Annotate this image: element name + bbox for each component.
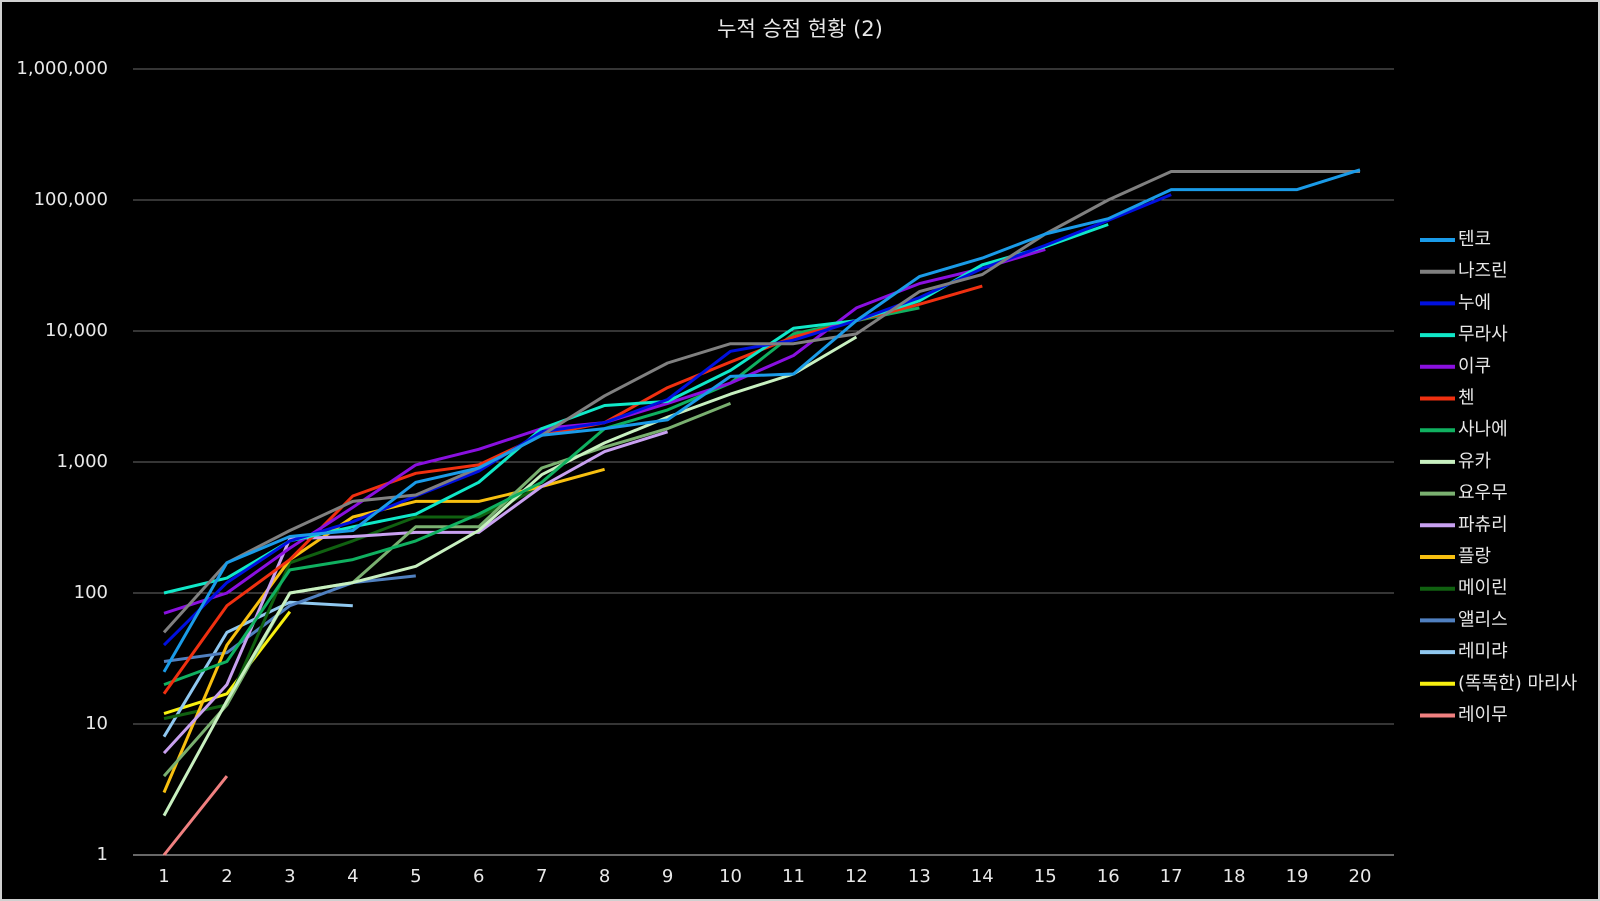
x-tick-label: 1 — [158, 866, 169, 887]
x-tick-label: 6 — [473, 866, 484, 887]
legend-label: 레이무 — [1458, 705, 1508, 726]
legend-label: 텐코 — [1458, 229, 1491, 250]
legend-label: 요우무 — [1458, 483, 1508, 504]
legend-label: 누에 — [1458, 292, 1491, 313]
legend-label: 첸 — [1458, 388, 1475, 409]
x-tick-label: 14 — [971, 866, 994, 887]
series-line — [163, 610, 292, 716]
series-line — [162, 170, 1360, 634]
x-tick-label: 7 — [536, 866, 547, 887]
x-tick-label: 8 — [599, 866, 610, 887]
x-tick-label: 12 — [845, 866, 868, 887]
x-tick-label: 3 — [284, 866, 295, 887]
x-tick-label: 10 — [719, 866, 742, 887]
legend-label: 이쿠 — [1458, 356, 1491, 377]
x-tick-label: 9 — [662, 866, 673, 887]
legend-label: 무라사 — [1458, 324, 1508, 345]
x-tick-label: 11 — [782, 866, 805, 887]
y-tick-label: 10,000 — [45, 320, 108, 341]
series-line — [162, 335, 858, 817]
y-tick-label: 1,000 — [56, 451, 108, 472]
series-line — [162, 168, 1361, 673]
legend-label: 파츄리 — [1458, 514, 1508, 535]
chart-title: 누적 승점 현황 (2) — [717, 17, 883, 41]
legend-label: 플랑 — [1458, 546, 1491, 567]
x-tick-label: 16 — [1097, 866, 1120, 887]
y-tick-label: 10 — [85, 713, 108, 734]
legend-label: 사나에 — [1458, 419, 1508, 440]
series-line — [163, 574, 416, 663]
x-tick-label: 17 — [1160, 866, 1183, 887]
series-line — [162, 430, 669, 755]
y-tick-label: 1,000,000 — [16, 58, 108, 79]
series-line — [163, 306, 920, 687]
series-line — [162, 775, 229, 856]
legend-label: 앨리스 — [1458, 609, 1508, 630]
y-tick-label: 1 — [97, 844, 108, 865]
legend-label: 유카 — [1458, 451, 1491, 472]
x-tick-label: 2 — [221, 866, 232, 887]
legend-label: (똑똑한) 마리사 — [1458, 673, 1578, 694]
x-tick-label: 20 — [1349, 866, 1372, 887]
x-tick-label: 13 — [908, 866, 931, 887]
legend-label: 나즈린 — [1458, 261, 1508, 282]
x-tick-label: 15 — [1034, 866, 1057, 887]
x-tick-label: 18 — [1223, 866, 1246, 887]
x-tick-label: 4 — [347, 866, 358, 887]
y-tick-label: 100,000 — [34, 189, 108, 210]
y-tick-label: 100 — [74, 582, 108, 603]
legend-label: 메이린 — [1458, 578, 1508, 599]
x-tick-label: 5 — [410, 866, 421, 887]
legend-label: 레미랴 — [1458, 641, 1508, 662]
x-tick-label: 19 — [1286, 866, 1309, 887]
